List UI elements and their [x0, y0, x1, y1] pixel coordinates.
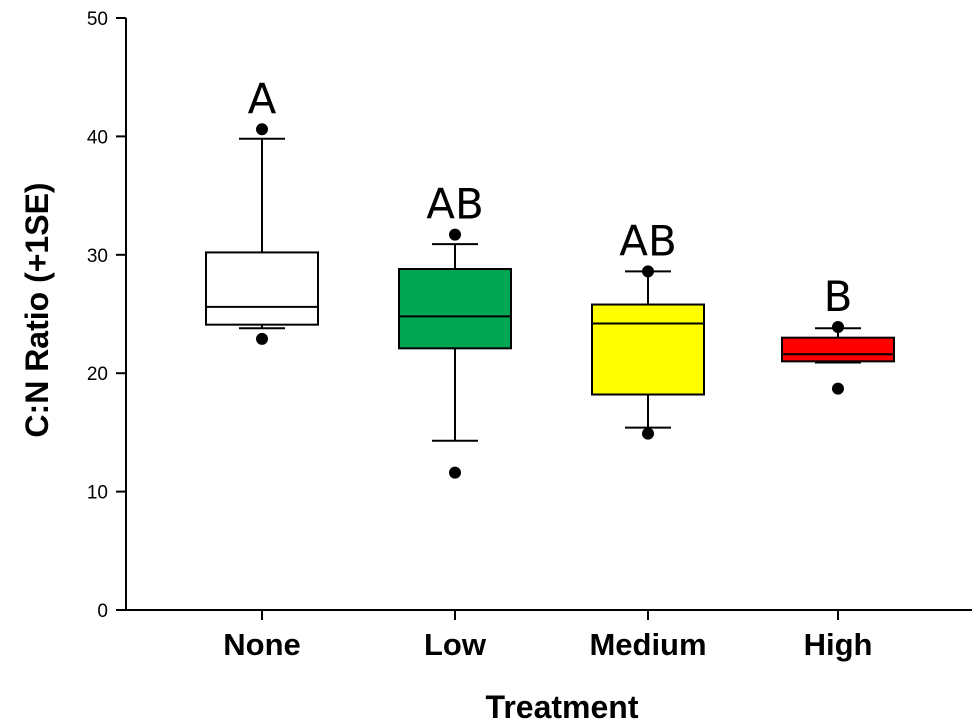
box-iqr [591, 303, 705, 396]
y-tick-label: 0 [97, 601, 108, 622]
x-axis-title: Treatment [486, 689, 639, 725]
significance-letter: B [824, 272, 853, 321]
outlier-point [642, 427, 654, 440]
x-tick-label: Low [424, 627, 487, 662]
x-tick-label: None [223, 627, 301, 662]
x-tick-label: High [804, 627, 873, 662]
y-axis: 0 10 20 30 40 50 [87, 9, 127, 622]
outlier-point [449, 228, 461, 241]
outlier-point [256, 123, 268, 136]
y-tick-label: 30 [87, 246, 108, 267]
box-group-high: B [781, 272, 895, 395]
outlier-point [832, 382, 844, 395]
outlier-point [832, 321, 844, 334]
y-tick-label: 50 [87, 9, 108, 30]
box-group-none: A [205, 74, 319, 345]
y-tick-label: 40 [87, 127, 108, 148]
x-axis: None Low Medium High [126, 609, 972, 662]
boxes: A AB AB B [205, 74, 895, 479]
y-axis-title: C:N Ratio (+1SE) [19, 182, 55, 437]
significance-letter: AB [426, 180, 484, 229]
y-tick-label: 10 [87, 483, 108, 504]
outlier-point [449, 466, 461, 479]
y-tick-label: 20 [87, 364, 108, 385]
box-iqr [205, 251, 319, 326]
significance-letter: A [248, 74, 277, 123]
box-group-low: AB [398, 180, 512, 479]
box-iqr [398, 268, 512, 350]
significance-letter: AB [619, 216, 677, 265]
outlier-point [642, 265, 654, 278]
box-group-medium: AB [591, 216, 705, 440]
x-tick-label: Medium [589, 627, 706, 662]
box-iqr [781, 336, 895, 363]
outlier-point [256, 332, 268, 345]
